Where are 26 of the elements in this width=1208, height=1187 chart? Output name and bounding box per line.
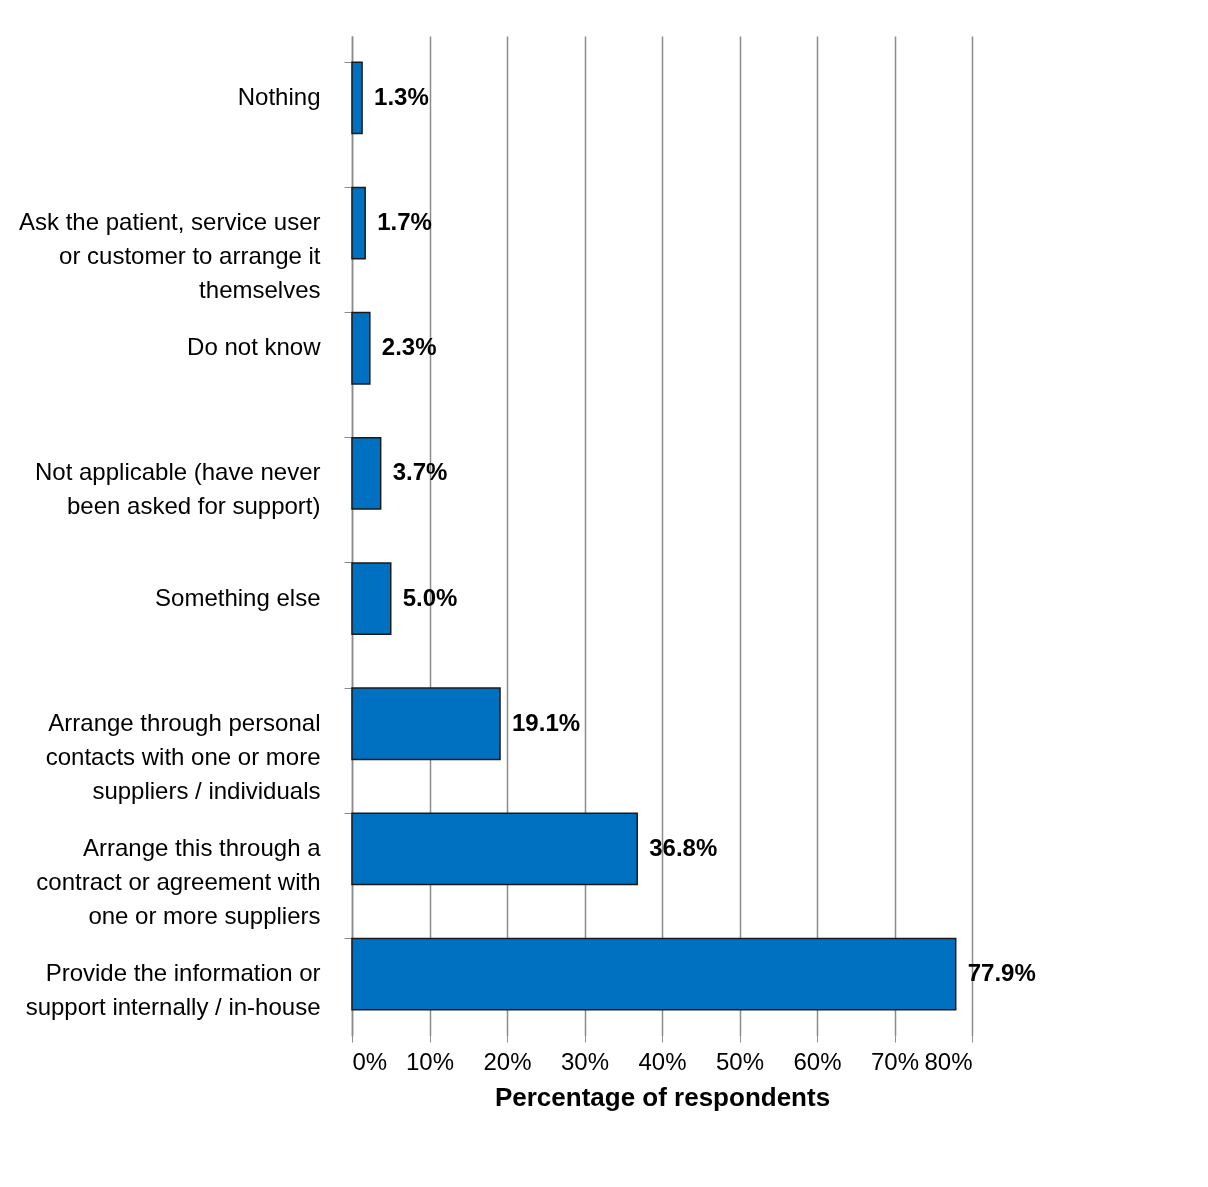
data-label: 2.3% [381,333,437,361]
y-tick-label: Provide the information or support internally / in-house [25,959,321,1021]
data-label: 1.3% [374,82,429,110]
y-tick-label: Do not know [187,333,322,361]
x-tick-label: 50% [715,1047,765,1075]
y-tick-label: Not applicable (have never been asked for support) [34,458,321,520]
data-label: 19.1% [512,708,581,736]
x-tick-label: 80% [924,1047,973,1075]
y-tick-label: Arrange through personal contacts with one or more suppliers / individuals [45,708,321,804]
data-label: 5.0% [402,583,458,611]
data-label: 1.7% [377,208,432,236]
x-tick-label: 30% [560,1047,610,1075]
data-label: 36.8% [649,833,718,861]
y-tick-label: Something else [155,583,321,611]
x-tick-label: 10% [405,1047,455,1075]
x-tick-label: 20% [483,1047,532,1075]
x-axis-title: Percentage of respondents [494,1081,831,1112]
x-tick-label: 70% [870,1047,920,1075]
data-label: 3.7% [392,458,448,486]
y-tick-label: Nothing [237,82,321,110]
x-tick-label: 0% [352,1047,388,1075]
y-tick-label: Ask the patient, service user or customer to arrange it themselves [19,208,321,304]
x-tick-label: 40% [638,1047,687,1075]
x-tick-label: 60% [793,1047,842,1075]
y-tick-label: Arrange this through a contract or agreement with one or more suppliers [36,833,322,929]
data-label: 77.9% [967,959,1036,987]
